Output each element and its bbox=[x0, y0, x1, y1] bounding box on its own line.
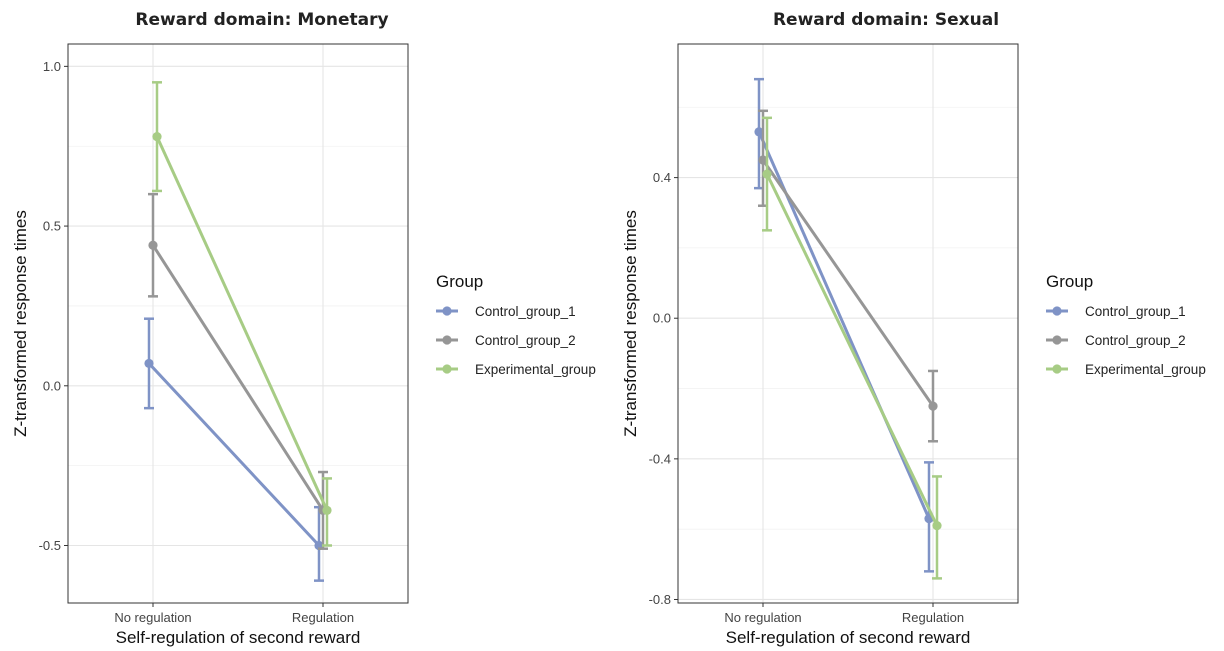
x-axis-title: Self-regulation of second reward bbox=[116, 628, 361, 647]
series-Control_group_1 bbox=[754, 77, 934, 573]
legend-title: Group bbox=[1046, 272, 1093, 291]
series-Experimental_group bbox=[152, 81, 332, 547]
legend-label: Control_group_1 bbox=[475, 304, 576, 319]
data-point bbox=[144, 358, 154, 369]
data-point bbox=[758, 155, 768, 165]
x-tick-label: Regulation bbox=[292, 610, 354, 625]
series-line bbox=[765, 173, 939, 527]
legend-label: Control_group_2 bbox=[1085, 333, 1186, 348]
y-axis-title: Z-transformed response times bbox=[11, 210, 30, 437]
legend-key-point bbox=[1052, 335, 1062, 345]
chart-panel-1: -0.5 0.0 0.5 1.0 No regulation Regulation Rewa… bbox=[11, 10, 596, 647]
series-line bbox=[155, 136, 329, 511]
chart-title: Reward domain: Monetary bbox=[135, 10, 388, 30]
panel-border bbox=[677, 43, 1019, 604]
data-point bbox=[932, 521, 942, 531]
y-axis-title: Z-transformed response times bbox=[621, 210, 640, 437]
legend-key-point bbox=[442, 306, 452, 316]
legend-key-point bbox=[1052, 306, 1062, 316]
series-Control_group_2 bbox=[758, 109, 938, 443]
chart-title: Reward domain: Sexual bbox=[773, 10, 999, 30]
series-line bbox=[761, 159, 935, 407]
panel-border bbox=[67, 43, 409, 604]
legend-title: Group bbox=[436, 272, 483, 291]
y-tick-label: -0.8 bbox=[649, 592, 671, 607]
legend: Group Control_group_1 Control_group_2 Exper… bbox=[1046, 272, 1206, 377]
data-point bbox=[754, 127, 764, 137]
legend-item: Control_group_2 bbox=[1046, 333, 1186, 348]
x-axis-title: Self-regulation of second reward bbox=[726, 628, 971, 647]
legend-item: Control_group_1 bbox=[1046, 304, 1186, 319]
legend-label: Experimental_group bbox=[475, 362, 596, 377]
legend-label: Control_group_1 bbox=[1085, 304, 1186, 319]
legend-item: Experimental_group bbox=[436, 362, 596, 377]
series-line bbox=[151, 244, 325, 512]
y-tick-label: -0.4 bbox=[649, 451, 671, 466]
y-tick-label: 0.0 bbox=[43, 378, 61, 393]
x-tick-label: No regulation bbox=[724, 610, 801, 625]
y-tick-label: -0.5 bbox=[39, 538, 61, 553]
legend-item: Control_group_1 bbox=[436, 304, 576, 319]
series-Control_group_2 bbox=[148, 192, 328, 550]
legend-label: Experimental_group bbox=[1085, 362, 1206, 377]
series-Control_group_1 bbox=[144, 317, 324, 582]
series-line bbox=[147, 362, 321, 547]
data-point bbox=[152, 132, 162, 142]
y-tick-label: 0.5 bbox=[43, 219, 61, 234]
data-point bbox=[322, 505, 332, 515]
data-point bbox=[928, 401, 938, 411]
x-tick-label: Regulation bbox=[902, 610, 964, 625]
series-Experimental_group bbox=[762, 116, 942, 580]
legend-key-point bbox=[442, 364, 452, 374]
data-point bbox=[148, 240, 158, 250]
legend-item: Experimental_group bbox=[1046, 362, 1206, 377]
legend: Group Control_group_1 Control_group_2 Exper… bbox=[436, 272, 596, 377]
legend-item: Control_group_2 bbox=[436, 333, 576, 348]
y-tick-label: 0.4 bbox=[653, 170, 671, 185]
legend-key-point bbox=[442, 335, 452, 345]
y-tick-label: 0.0 bbox=[653, 311, 671, 326]
legend-label: Control_group_2 bbox=[475, 333, 576, 348]
chart-panel-2: -0.8 -0.4 0.0 0.4 No regulation Regulation Rew… bbox=[621, 10, 1206, 647]
y-tick-label: 1.0 bbox=[43, 59, 61, 74]
x-tick-label: No regulation bbox=[114, 610, 191, 625]
data-point bbox=[762, 169, 772, 179]
legend-key-point bbox=[1052, 364, 1062, 374]
